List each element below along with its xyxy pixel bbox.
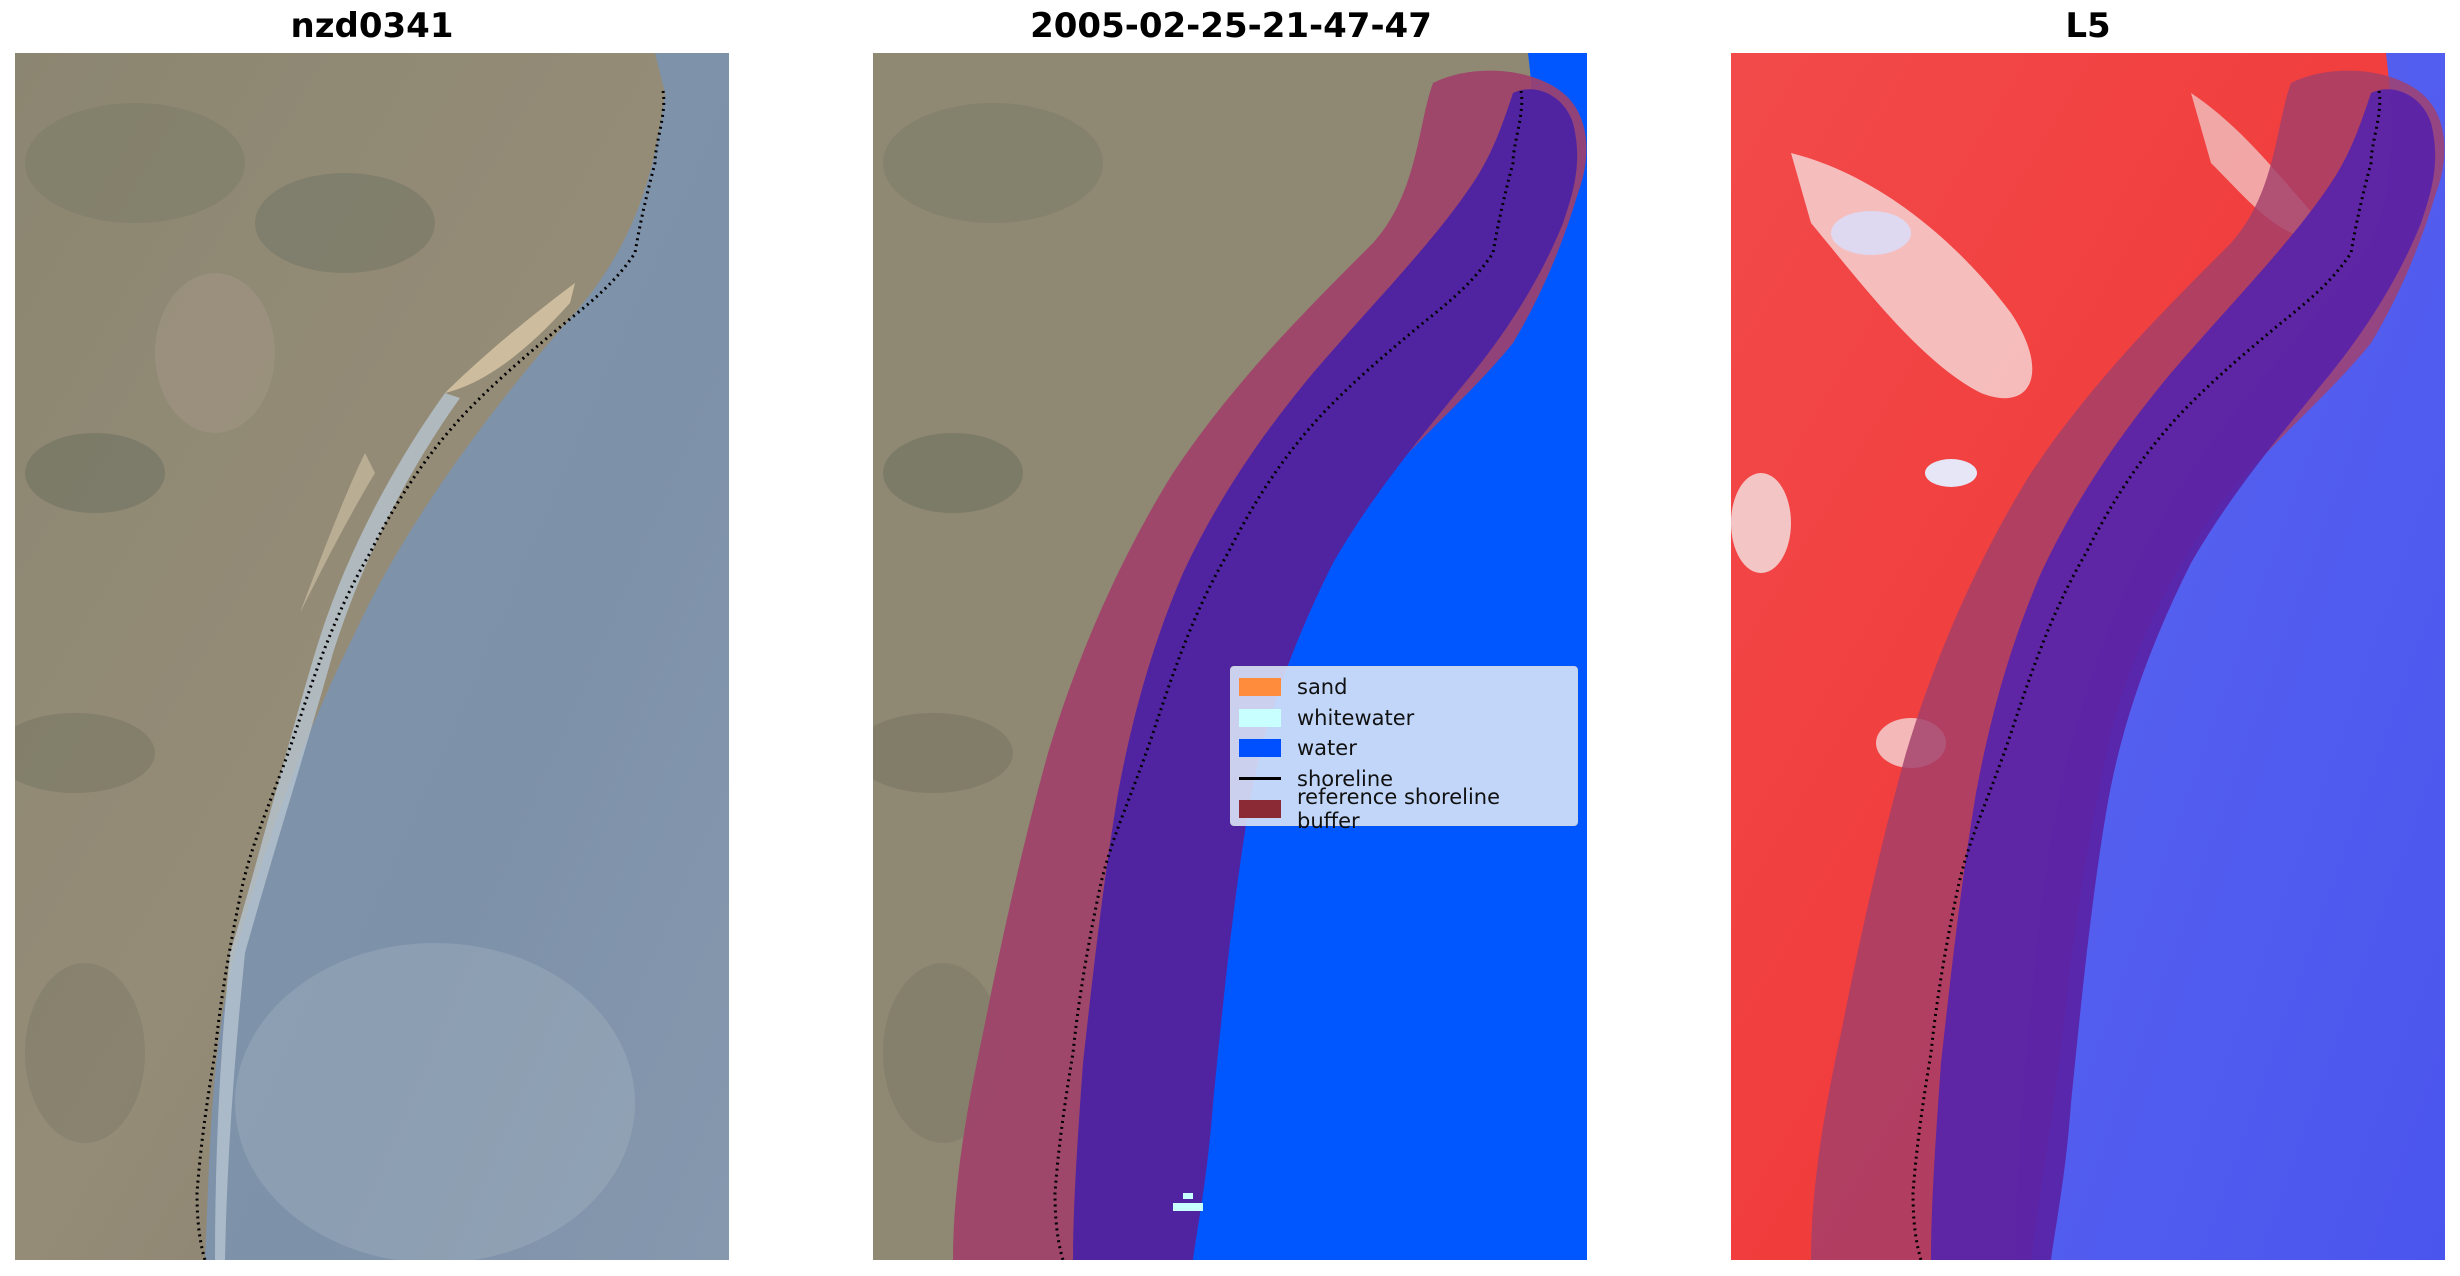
water-swatch (1239, 739, 1281, 758)
classified-image-panel (873, 53, 1587, 1260)
sand-swatch (1239, 678, 1281, 697)
legend-label: water (1297, 736, 1357, 761)
legend-item-water: water (1239, 733, 1569, 764)
legend-item-sand: sand (1239, 672, 1569, 703)
legend-item-shoreline: shoreline (1239, 764, 1569, 795)
panel-title-classified: 2005-02-25-21-47-47 (1030, 6, 1432, 46)
legend-label: shoreline (1297, 766, 1394, 791)
rgb-image-panel (15, 53, 729, 1260)
legend: sand whitewater water shoreline referenc… (1230, 666, 1578, 833)
buffer-swatch (1239, 800, 1281, 819)
panel-title-index: L5 (2065, 6, 2111, 46)
index-image-panel (1731, 53, 2445, 1260)
rgb-image (15, 53, 729, 1260)
legend-label: sand (1297, 675, 1348, 700)
legend-label: whitewater (1297, 705, 1415, 730)
index-image (1731, 53, 2445, 1260)
panel-title-rgb: nzd0341 (290, 6, 454, 46)
legend-item-buffer: reference shoreline buffer (1239, 785, 1569, 833)
whitewater-swatch (1239, 708, 1281, 727)
classified-image (873, 53, 1587, 1260)
legend-item-whitewater: whitewater (1239, 703, 1569, 734)
legend-label: reference shoreline buffer (1297, 785, 1501, 834)
shoreline-swatch (1239, 777, 1281, 781)
